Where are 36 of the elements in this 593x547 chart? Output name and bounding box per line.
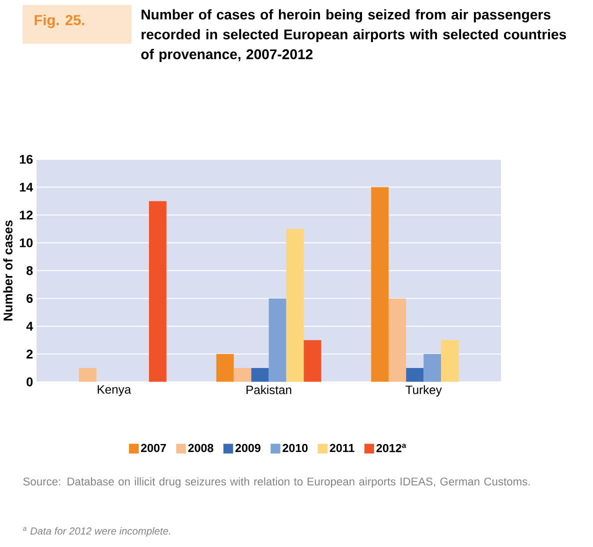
y-tick-label: 2 — [26, 350, 33, 358]
bar — [268, 298, 286, 382]
legend-label: 2007 — [141, 444, 166, 452]
bar — [148, 201, 166, 382]
bar — [251, 368, 269, 382]
y-axis-title: Number of cases — [3, 220, 12, 320]
bar — [304, 340, 322, 382]
bar — [371, 187, 389, 382]
legend-label: 2010 — [282, 444, 308, 452]
chart-title: Number of cases of heroin being seized from air passengers recorded in selected European airports with selected countries of provenance, 2007-2012 — [141, 9, 566, 62]
caption: Fig. 25. — [34, 14, 84, 28]
y-tick-label: 4 — [26, 322, 34, 331]
legend-label: 2008 — [188, 444, 214, 452]
text: $^{a}$ Data for 2012 were incomplete. — [22, 526, 170, 537]
bar — [388, 298, 406, 382]
x-tick-label: Kenya — [98, 385, 132, 396]
y-tick-label: 16 — [20, 154, 33, 164]
y-tick-label: 6 — [26, 294, 33, 303]
x-tick-label: Pakistan — [246, 385, 292, 394]
bar — [78, 368, 96, 382]
y-tick-label: 12 — [20, 210, 33, 220]
legend-label: 2012$^{a}$ — [376, 444, 406, 452]
source-note: Source: Database on illicit drug seizures with relation to European airports IDEAS, German Customs. — [23, 477, 530, 488]
bar — [234, 368, 252, 382]
bar — [424, 354, 442, 382]
y-tick-label: 10 — [20, 238, 33, 248]
y-tick-label: 0 — [26, 377, 33, 386]
x-tick-label: Turkey — [406, 385, 442, 397]
y-tick-label: 8 — [26, 266, 33, 276]
bar — [286, 228, 304, 382]
legend-label: 2009 — [235, 444, 260, 452]
bar — [406, 368, 424, 382]
legend-label: 2011 — [330, 444, 354, 452]
bar — [441, 340, 459, 382]
bar — [216, 354, 234, 382]
y-tick-label: 14 — [20, 182, 34, 192]
